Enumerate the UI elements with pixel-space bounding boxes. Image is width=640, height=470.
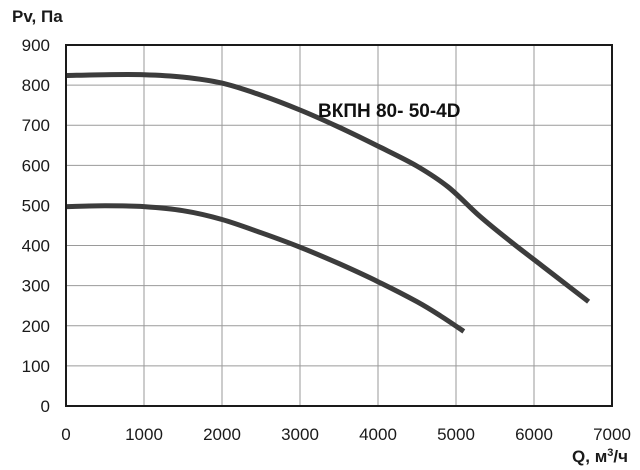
x-tick-labels: 0 1000 2000 3000 4000 5000 6000 7000 [61, 425, 631, 444]
x-tick-label-5: 5000 [437, 425, 475, 444]
x-tick-label-2: 2000 [203, 425, 241, 444]
x-tick-label-7: 7000 [593, 425, 631, 444]
y-tick-label-2: 200 [22, 317, 50, 336]
y-tick-label-4: 400 [22, 237, 50, 256]
grid [66, 45, 612, 406]
x-tick-label-1: 1000 [125, 425, 163, 444]
series-line-0 [65, 71, 591, 304]
y-tick-label-9: 900 [22, 36, 50, 55]
x-axis-title-tail: /ч [613, 447, 628, 466]
y-tick-labels: 0 100 200 300 400 500 600 700 800 900 [22, 36, 50, 416]
x-axis-title: Q, м3/ч [572, 447, 628, 466]
x-tick-label-6: 6000 [515, 425, 553, 444]
y-tick-label-7: 700 [22, 116, 50, 135]
x-axis-title-superscript: 3 [607, 447, 613, 459]
plot-frame [65, 44, 613, 407]
x-axis-title-main: Q, м [572, 447, 607, 466]
x-tick-label-3: 3000 [281, 425, 319, 444]
x-tick-label-4: 4000 [359, 425, 397, 444]
y-tick-label-6: 600 [22, 156, 50, 175]
series-line-1 [65, 203, 466, 334]
y-tick-label-1: 100 [22, 357, 50, 376]
y-axis-title: Pv, Па [12, 7, 63, 26]
series-layer [65, 71, 591, 334]
x-tick-label-0: 0 [61, 425, 70, 444]
series-annotation: ВКПН 80- 50-4D [318, 101, 460, 122]
y-tick-label-3: 300 [22, 277, 50, 296]
y-tick-label-5: 500 [22, 196, 50, 215]
y-tick-label-0: 0 [41, 397, 50, 416]
y-tick-label-8: 800 [22, 76, 50, 95]
